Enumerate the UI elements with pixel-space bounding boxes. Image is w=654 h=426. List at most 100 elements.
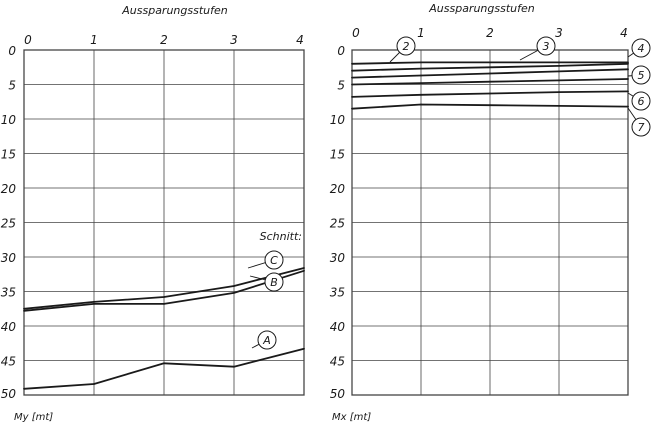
mx-series-3-point [627, 62, 629, 65]
mx-unit-label: Mx [mt] [332, 412, 371, 423]
mx-series-7-point [351, 107, 353, 110]
mx-series-2-point [558, 61, 560, 64]
mx-series-5-point [351, 83, 353, 86]
my-series-A-point [93, 383, 95, 385]
my-y-tick-label: 30 [1, 251, 17, 265]
mx-series-6-point [489, 92, 491, 95]
my-y-tick-label: 15 [1, 148, 16, 162]
my-series-B-point [303, 269, 305, 272]
mx-series-6-point [558, 91, 560, 93]
mx-series-7-point [558, 104, 560, 107]
mx-series-3-point [420, 67, 422, 70]
mx-series-4-point [558, 70, 560, 73]
mx-series-4-label-circle [631, 38, 651, 58]
mx-series-6-point [627, 90, 629, 93]
my-y-tick-label: 0 [8, 44, 16, 58]
mx-x-tick-label: 0 [352, 26, 360, 40]
mx-series-2-point [627, 61, 629, 64]
mx-series-2-point [420, 61, 422, 64]
my-series-B-point [163, 303, 165, 305]
mx-series-5-label-circle [631, 65, 651, 85]
my-title: Aussparungsstufen [121, 4, 228, 17]
my-y-tick-label: 5 [8, 79, 16, 93]
my-y-tick-label: 20 [1, 182, 17, 196]
mx-y-tick-label: 15 [330, 148, 345, 162]
mx-series-2-point [351, 62, 353, 65]
mx-series-7-point [627, 105, 629, 108]
my-series-A-point [23, 387, 25, 390]
mx-series-6-point [351, 96, 353, 98]
mx-series-2-label: 2 [403, 40, 410, 53]
mx-series-5-point [558, 79, 560, 82]
my-series-B-label: B [270, 276, 278, 289]
mx-series-4-point [489, 72, 491, 75]
my-y-tick-label: 45 [1, 355, 16, 369]
my-x-tick-label: 4 [296, 33, 304, 47]
mx-series-3-label: 3 [543, 40, 550, 53]
mx-series-5-label: 5 [638, 69, 645, 82]
my-series-A-label: A [262, 334, 271, 347]
my-unit-label: My [mt] [14, 412, 53, 423]
mx-series-2-label-circle [396, 36, 416, 56]
mx-y-tick-label: 25 [330, 217, 345, 231]
mx-series-3-point [558, 64, 560, 67]
mx-title: Aussparungsstufen [428, 2, 535, 15]
mx-y-tick-label: 40 [330, 320, 346, 334]
my-series-C-point [303, 267, 305, 269]
mx-y-tick-label: 45 [330, 355, 345, 369]
mx-y-tick-label: 50 [330, 387, 346, 401]
mx-series-4-point [420, 74, 422, 77]
my-series-C-label: C [270, 254, 278, 267]
mx-x-tick-label: 1 [417, 26, 425, 40]
mx-y-tick-label: 10 [330, 113, 346, 127]
my-y-tick-label: 25 [1, 217, 16, 231]
mx-series-6-label: 6 [638, 95, 645, 108]
my-series-C-point [163, 296, 165, 298]
mx-y-tick-label: 0 [337, 44, 345, 58]
my-x-tick-label: 3 [230, 33, 238, 47]
my-annotation: Schnitt: [260, 230, 302, 243]
my-series-A-point [233, 365, 235, 368]
mx-series-6-point [420, 93, 422, 96]
my-x-tick-label: 0 [24, 33, 32, 47]
my-series-C-point [23, 307, 25, 310]
mx-x-tick-label: 4 [620, 26, 628, 40]
mx-series-5-point [489, 80, 491, 83]
mx-series-7-point [489, 104, 491, 107]
my-y-tick-label: 10 [1, 113, 17, 127]
mx-series-7-label: 7 [638, 121, 645, 134]
mx-series-2-point [489, 61, 491, 64]
mx-y-tick-label: 5 [337, 79, 345, 93]
mx-series-4-point [627, 68, 629, 71]
mx-x-tick-label: 3 [555, 26, 563, 40]
mx-y-tick-label: 20 [330, 182, 346, 196]
my-x-tick-label: 1 [90, 33, 98, 47]
mx-series-7-label-circle [631, 117, 651, 137]
my-series-B-point [233, 291, 235, 294]
my-series-B-point [23, 309, 25, 312]
mx-series-5-point [420, 82, 422, 85]
mx-series-7-point [420, 103, 422, 106]
mx-series-6-label-circle [631, 91, 651, 111]
my-series-A-label-circle [257, 330, 277, 350]
my-series-B-point [93, 303, 95, 305]
my-y-tick-label: 35 [1, 286, 16, 300]
mx-series-5-point [627, 78, 629, 80]
my-series-C-point [233, 285, 235, 287]
mx-y-tick-label: 35 [330, 286, 345, 300]
my-x-tick-label: 2 [160, 33, 168, 47]
mx-y-tick-label: 30 [330, 251, 346, 265]
my-series-C-label-circle [264, 250, 284, 270]
mx-series-3-point [489, 66, 491, 69]
my-series-A-point [303, 347, 305, 350]
mx-series-4-label: 4 [638, 42, 645, 55]
mx-series-3-label-circle [536, 36, 556, 56]
my-series-A-point [163, 362, 165, 365]
mx-series-4-point [351, 76, 353, 79]
my-series-B-label-circle [264, 272, 284, 292]
mx-x-tick-label: 2 [486, 26, 494, 40]
my-y-tick-label: 40 [1, 320, 17, 334]
